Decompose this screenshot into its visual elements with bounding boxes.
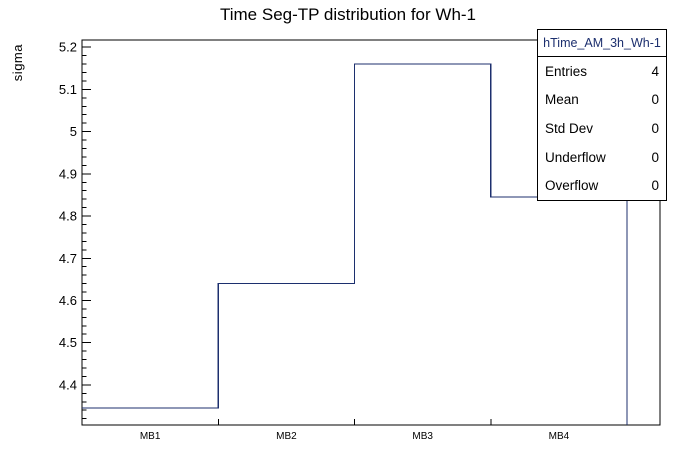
- stats-row-value: 0: [651, 149, 659, 165]
- y-tick-label: 5.2: [59, 40, 77, 55]
- y-tick-label: 4.5: [59, 335, 77, 350]
- stats-row-value: 0: [651, 92, 659, 108]
- stats-row: Mean 0: [538, 86, 666, 115]
- stats-row: Std Dev 0: [538, 114, 666, 143]
- stats-row-value: 4: [651, 63, 659, 79]
- stats-box-rows: Entries 4 Mean 0 Std Dev 0 Underflow 0 Overflow 0: [538, 57, 666, 200]
- y-tick-label: 5.1: [59, 82, 77, 97]
- stats-row: Entries 4: [538, 57, 666, 86]
- stats-row: Overflow 0: [538, 171, 666, 200]
- y-tick-label: 4.8: [59, 209, 77, 224]
- x-tick-label: MB2: [276, 431, 297, 442]
- stats-row-label: Mean: [545, 92, 579, 108]
- y-tick-label: 4.6: [59, 293, 77, 308]
- y-tick-label: 4.9: [59, 166, 77, 181]
- y-tick-label: 4.4: [59, 377, 77, 392]
- stats-row-label: Overflow: [545, 178, 599, 194]
- y-axis: 4.4 4.5 4.6 4.7 4.8 4.9 5 5.1 5.2: [59, 40, 91, 420]
- stats-row: Underflow 0: [538, 143, 666, 172]
- chart-layer: 4.4 4.5 4.6 4.7 4.8 4.9 5 5.1 5.2 MB1 MB2 MB3 MB4: [59, 39, 661, 442]
- x-tick-label: MB4: [549, 431, 570, 442]
- y-axis-title: sigma: [10, 44, 25, 82]
- plot-title: Time Seg-TP distribution for Wh-1: [219, 5, 477, 24]
- x-axis: MB1 MB2 MB3 MB4: [81, 419, 628, 442]
- y-tick-label: 5: [70, 124, 77, 139]
- stats-box-header: hTime_AM_3h_Wh-1: [538, 30, 666, 57]
- stats-row-label: Underflow: [545, 149, 606, 165]
- stats-row-label: Std Dev: [545, 120, 594, 136]
- stats-row-value: 0: [651, 178, 659, 194]
- x-tick-label: MB1: [140, 431, 161, 442]
- stats-row-value: 0: [651, 120, 659, 136]
- stats-box: hTime_AM_3h_Wh-1 Entries 4 Mean 0 Std Dev 0 Un…: [537, 29, 667, 201]
- x-tick-label: MB3: [412, 431, 433, 442]
- y-tick-label: 4.7: [59, 251, 77, 266]
- stats-row-label: Entries: [545, 63, 588, 79]
